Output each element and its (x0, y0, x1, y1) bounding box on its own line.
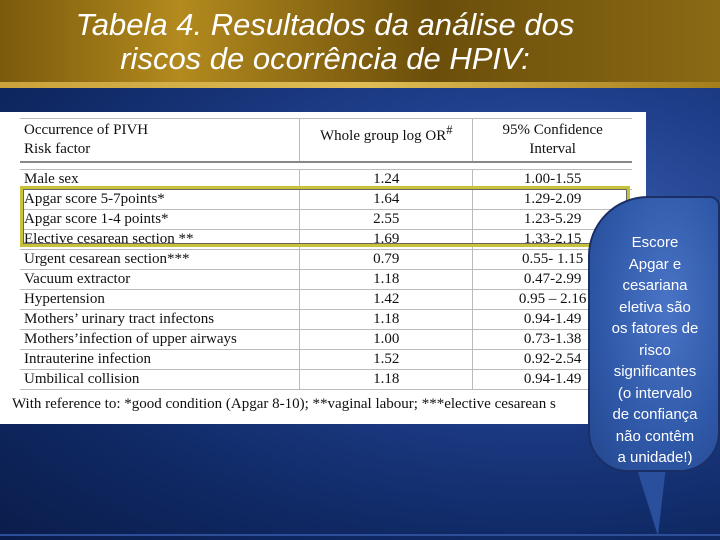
slide-title-line-2: riscos de ocorrência de HPIV: (120, 41, 530, 76)
table-row: Mothers’infection of upper airways 1.00 0.… (20, 329, 632, 350)
table-row: Male sex 1.24 1.00-1.55 (20, 169, 632, 190)
table-header-row: Occurrence of PIVH Risk factor Whole gro… (20, 118, 632, 163)
row-log-or: 1.52 (299, 349, 473, 370)
row-log-or: 1.42 (299, 289, 473, 310)
table-spacer-cell (20, 162, 632, 170)
row-log-or: 0.79 (299, 249, 473, 270)
row-ci: 1.00-1.55 (472, 169, 632, 190)
row-log-or: 1.24 (299, 169, 473, 190)
table-footnote: With reference to: *good condition (Apga… (12, 396, 556, 412)
table-row: Umbilical collision 1.18 0.94-1.49 (20, 369, 632, 390)
header-col1-line1: Occurrence of PIVH (24, 122, 149, 138)
row-log-or: 1.18 (299, 369, 473, 390)
header-col2-sup: # (446, 123, 453, 137)
callout-tail (636, 466, 666, 536)
row-log-or: 1.18 (299, 269, 473, 290)
row-ci: 1.23-5.29 (472, 209, 632, 230)
slide-title-line-1: Tabela 4. Resultados da análise dos (75, 7, 575, 42)
bottom-divider (0, 534, 720, 536)
table-row: Vacuum extractor 1.18 0.47-2.99 (20, 269, 632, 290)
row-factor: Vacuum extractor (20, 269, 300, 290)
row-factor: Intrauterine infection (20, 349, 300, 370)
title-band (0, 0, 720, 88)
row-ci: 1.29-2.09 (472, 189, 632, 210)
header-log-or: Whole group log OR# (299, 118, 473, 163)
slide-title: Tabela 4. Resultados da análise dos risc… (0, 8, 650, 76)
table-row: Apgar score 1-4 points* 2.55 1.23-5.29 (20, 209, 632, 230)
row-factor: Male sex (20, 169, 300, 190)
table-row: Urgent cesarean section*** 0.79 0.55- 1.15 (20, 249, 632, 270)
header-col3-line2: Interval (529, 141, 576, 157)
header-col1-line2: Risk factor (24, 141, 91, 157)
callout-bubble (588, 196, 720, 472)
header-col3-line1: 95% Confidence (502, 122, 603, 138)
row-factor: Umbilical collision (20, 369, 300, 390)
table-row: Hypertension 1.42 0.95 – 2.16 (20, 289, 632, 310)
row-factor: Hypertension (20, 289, 300, 310)
row-log-or: 1.18 (299, 309, 473, 330)
table-row: Mothers’ urinary tract infectons 1.18 0.94… (20, 309, 632, 330)
header-risk-factor: Occurrence of PIVH Risk factor (20, 118, 300, 163)
header-col2-label: Whole group log OR (320, 128, 447, 144)
callout-text: Escore Apgar e cesariana eletiva são os … (611, 234, 699, 466)
row-factor: Urgent cesarean section*** (20, 249, 300, 270)
header-confidence-interval: 95% Confidence Interval (472, 118, 632, 163)
row-log-or: 1.00 (299, 329, 473, 350)
table-spacer (20, 162, 632, 170)
highlight-box (20, 186, 630, 247)
table-row: Apgar score 5-7points* 1.64 1.29-2.09 (20, 189, 632, 210)
row-factor: Mothers’ urinary tract infectons (20, 309, 300, 330)
row-factor: Mothers’infection of upper airways (20, 329, 300, 350)
table-row: Intrauterine infection 1.52 0.92-2.54 (20, 349, 632, 370)
risk-factor-table: Occurrence of PIVH Risk factor Whole gro… (20, 118, 632, 390)
